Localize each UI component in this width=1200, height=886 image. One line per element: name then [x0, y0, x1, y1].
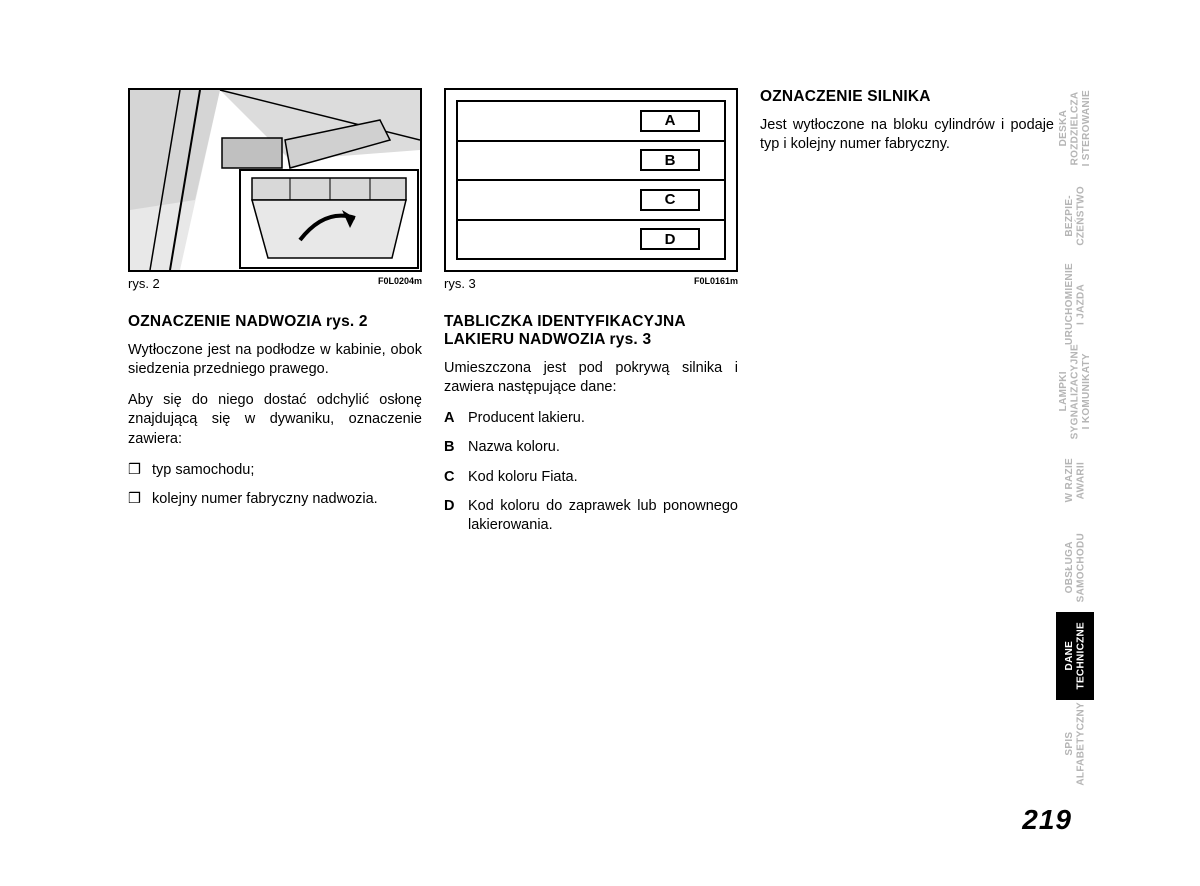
- item-letter: B: [444, 438, 468, 457]
- section-tab[interactable]: OBSŁUGASAMOCHODU: [1056, 524, 1094, 612]
- tab-label: W RAZIEAWARII: [1064, 458, 1087, 502]
- plate-label: A: [640, 110, 700, 132]
- tab-label: URUCHOMIENIEI JAZDA: [1064, 263, 1087, 345]
- col1-p2: Aby się do niego dostać odchylić osłonę …: [128, 391, 422, 448]
- list-text: kolejny numer fabryczny nadwozia.: [152, 490, 422, 509]
- figure-2-caption: rys. 2: [128, 276, 160, 291]
- plate-label: C: [640, 189, 700, 211]
- figure-3-caption: rys. 3: [444, 276, 476, 291]
- tab-label: SPISALFABETYCZNY: [1064, 702, 1087, 786]
- bullet-icon: ❒: [128, 490, 152, 509]
- plate-row: A: [458, 102, 724, 142]
- section-tabs: DESKAROZDZIELCZAI STEROWANIE BEZPIE-CZEŃS…: [1056, 84, 1094, 788]
- item-letter: C: [444, 468, 468, 487]
- figure-3-code: F0L0161m: [694, 276, 738, 291]
- figure-3-caption-row: rys. 3 F0L0161m: [444, 276, 738, 291]
- col3-p1: Jest wytłoczone na bloku cylindrów i pod…: [760, 116, 1054, 154]
- list-item: DKod koloru do zaprawek lub ponownego la…: [444, 497, 738, 535]
- body-marking-illustration: [130, 90, 420, 270]
- col2-p1: Umieszczona jest pod pokrywą silnika i z…: [444, 359, 738, 397]
- list-text: Kod koloru do zaprawek lub ponownego lak…: [468, 497, 738, 535]
- tab-label: OBSŁUGASAMOCHODU: [1064, 533, 1087, 602]
- column-1: rys. 2 F0L0204m OZNACZENIE NADWOZIA rys.…: [128, 88, 422, 545]
- section-tab[interactable]: DANETECHNICZNE: [1056, 612, 1094, 700]
- paint-plate-diagram: ABCD: [456, 100, 726, 260]
- page-number: 219: [1022, 804, 1072, 836]
- section-tab[interactable]: SPISALFABETYCZNY: [1056, 700, 1094, 788]
- figure-2-code: F0L0204m: [378, 276, 422, 291]
- col1-p1: Wytłoczone jest na podłodze w kabinie, o…: [128, 341, 422, 379]
- list-item: BNazwa koloru.: [444, 438, 738, 457]
- plate-row: C: [458, 181, 724, 221]
- bullet-icon: ❒: [128, 461, 152, 480]
- figure-2: [128, 88, 422, 272]
- page-content: rys. 2 F0L0204m OZNACZENIE NADWOZIA rys.…: [128, 88, 1128, 808]
- item-letter: A: [444, 409, 468, 428]
- col2-heading: TABLICZKA IDENTYFIKACYJNA LAKIERU NADWOZ…: [444, 313, 738, 349]
- column-2: ABCD rys. 3 F0L0161m TABLICZKA IDENTYFIK…: [444, 88, 738, 545]
- list-text: Nazwa koloru.: [468, 438, 738, 457]
- plate-label: B: [640, 149, 700, 171]
- tab-label: DESKAROZDZIELCZAI STEROWANIE: [1058, 90, 1093, 166]
- list-item: CKod koloru Fiata.: [444, 468, 738, 487]
- list-item: ❒kolejny numer fabryczny nadwozia.: [128, 490, 422, 509]
- column-3: OZNACZENIE SILNIKA Jest wytłoczone na bl…: [760, 88, 1054, 545]
- col2-list: AProducent lakieru.BNazwa koloru.CKod ko…: [444, 409, 738, 535]
- figure-2-caption-row: rys. 2 F0L0204m: [128, 276, 422, 291]
- tab-label: DANETECHNICZNE: [1064, 622, 1087, 689]
- section-tab[interactable]: BEZPIE-CZEŃSTWO: [1056, 172, 1094, 260]
- plate-label: D: [640, 228, 700, 250]
- col3-heading: OZNACZENIE SILNIKA: [760, 88, 1054, 106]
- list-text: Kod koloru Fiata.: [468, 468, 738, 487]
- section-tab[interactable]: DESKAROZDZIELCZAI STEROWANIE: [1056, 84, 1094, 172]
- plate-row: D: [458, 221, 724, 259]
- col1-heading: OZNACZENIE NADWOZIA rys. 2: [128, 313, 422, 331]
- section-tab[interactable]: LAMPKISYGNALIZACYJNEI KOMUNIKATY: [1056, 348, 1094, 436]
- tab-label: BEZPIE-CZEŃSTWO: [1064, 186, 1087, 246]
- section-tab[interactable]: W RAZIEAWARII: [1056, 436, 1094, 524]
- column-layout: rys. 2 F0L0204m OZNACZENIE NADWOZIA rys.…: [128, 88, 1128, 545]
- list-item: AProducent lakieru.: [444, 409, 738, 428]
- figure-3: ABCD: [444, 88, 738, 272]
- list-text: typ samochodu;: [152, 461, 422, 480]
- tab-label: LAMPKISYGNALIZACYJNEI KOMUNIKATY: [1058, 344, 1093, 439]
- list-text: Producent lakieru.: [468, 409, 738, 428]
- col1-list: ❒typ samochodu;❒kolejny numer fabryczny …: [128, 461, 422, 509]
- list-item: ❒typ samochodu;: [128, 461, 422, 480]
- item-letter: D: [444, 497, 468, 535]
- plate-row: B: [458, 142, 724, 182]
- section-tab[interactable]: URUCHOMIENIEI JAZDA: [1056, 260, 1094, 348]
